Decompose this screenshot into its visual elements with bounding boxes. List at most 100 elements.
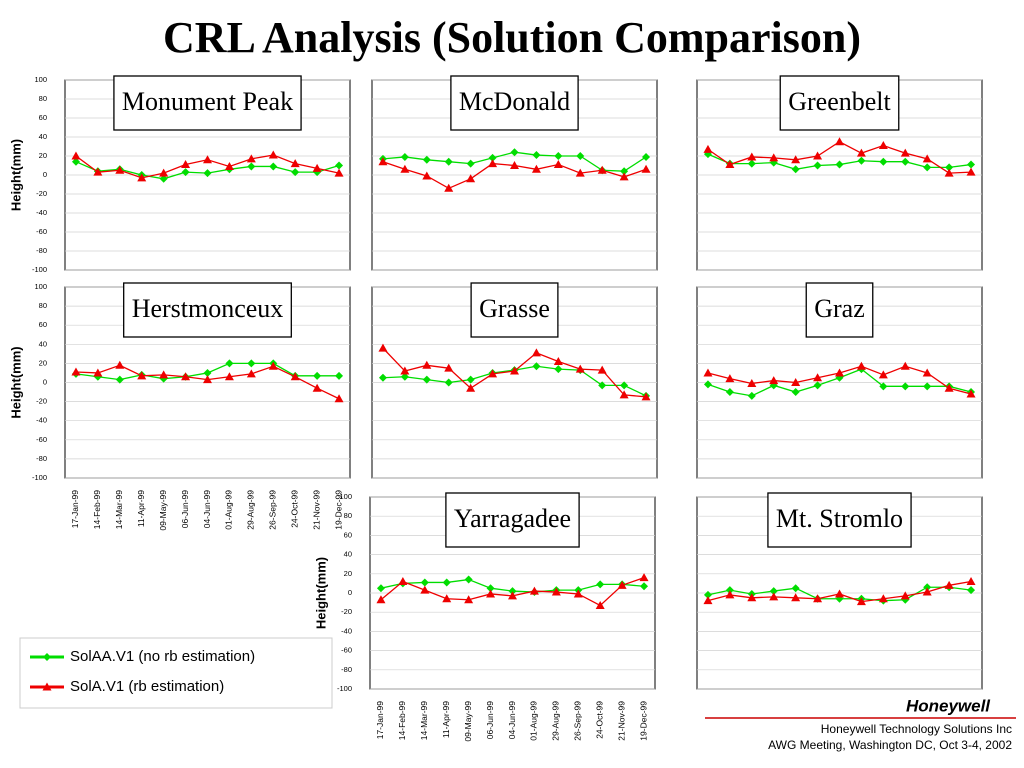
marker [703,590,712,599]
y-tick-label: 0 [43,377,47,386]
marker [944,580,954,589]
x-tick-label: 01-Aug-99 [224,490,234,530]
marker [922,368,932,377]
slide-title: CRL Analysis (Solution Comparison) [163,13,861,62]
marker [378,343,388,352]
y-axis-label: Height(mm) [8,346,23,418]
marker [967,586,976,595]
marker [703,380,712,389]
y-tick-label: -80 [341,665,352,674]
y-tick-label: -20 [36,397,47,406]
marker [640,582,649,591]
y-tick-label: -80 [36,246,47,255]
station-title: Yarragadee [454,504,571,533]
marker [531,164,541,173]
marker [400,372,409,381]
marker [703,144,713,153]
x-tick-label: 01-Aug-99 [529,701,539,741]
marker [508,587,517,596]
x-tick-label: 17-Jan-99 [375,701,385,740]
x-tick-label: 26-Sep-99 [573,701,583,741]
marker [835,160,844,169]
y-tick-label: -20 [36,189,47,198]
legend-box [19,637,333,709]
y-tick-label: -40 [36,416,47,425]
y-tick-label: -20 [341,607,352,616]
marker [529,586,539,595]
x-tick-label: 04-Jun-99 [202,490,212,529]
y-tick-label: 100 [34,75,47,84]
marker [642,152,651,161]
y-tick-label: 20 [39,151,47,160]
marker [703,368,713,377]
marker [508,591,517,600]
y-tick-label: 60 [39,320,47,329]
marker [531,348,541,357]
marker [115,375,124,384]
marker [747,152,757,161]
marker [444,157,453,166]
legend-label: SolAA.V1 (no rb estimation) [70,648,255,665]
marker [137,173,147,182]
marker [619,390,629,399]
marker [203,375,212,384]
marker [268,361,278,370]
marker [791,388,800,397]
y-tick-label: -40 [341,626,352,635]
marker [422,375,431,384]
marker [620,167,629,176]
marker [290,159,300,168]
marker [400,164,410,173]
y-tick-label: 40 [39,132,47,141]
x-tick-label: 29-Aug-99 [246,490,256,530]
station-title-box [450,75,579,131]
marker [966,576,976,585]
marker [376,595,386,604]
marker [966,389,976,398]
marker [400,152,409,161]
y-tick-label: -60 [36,435,47,444]
station-title-box [805,282,874,338]
legend-label: SolA.V1 (rb estimation) [70,678,224,695]
marker [486,584,495,593]
marker [966,167,976,176]
marker [639,573,649,582]
marker [466,383,476,392]
y-tick-label: 0 [348,588,352,597]
marker [725,160,735,169]
x-tick-label: 14-Mar-99 [114,490,124,529]
marker [334,168,344,177]
x-tick-label: 09-May-99 [158,490,168,531]
marker [93,167,103,176]
x-tick-label: 11-Apr-99 [441,701,451,738]
marker [923,583,932,592]
marker [224,161,234,170]
marker [576,152,585,160]
marker [597,365,607,374]
marker [290,372,300,381]
marker [878,370,888,379]
marker [551,587,561,596]
marker [901,157,910,166]
station-title-box [113,75,302,131]
marker [137,371,147,380]
marker [400,366,410,375]
x-tick-label: 04-Jun-99 [507,701,517,740]
marker [181,160,191,169]
marker [922,587,932,596]
marker [464,575,473,584]
marker [703,596,713,605]
station-title: Graz [814,294,865,323]
marker [532,151,541,160]
marker [641,392,651,401]
marker [203,169,212,178]
marker [575,168,585,177]
marker [159,370,169,379]
marker [725,388,734,397]
marker [159,174,168,183]
marker [725,586,734,595]
marker [813,594,823,603]
marker [967,160,976,169]
marker [901,382,910,391]
